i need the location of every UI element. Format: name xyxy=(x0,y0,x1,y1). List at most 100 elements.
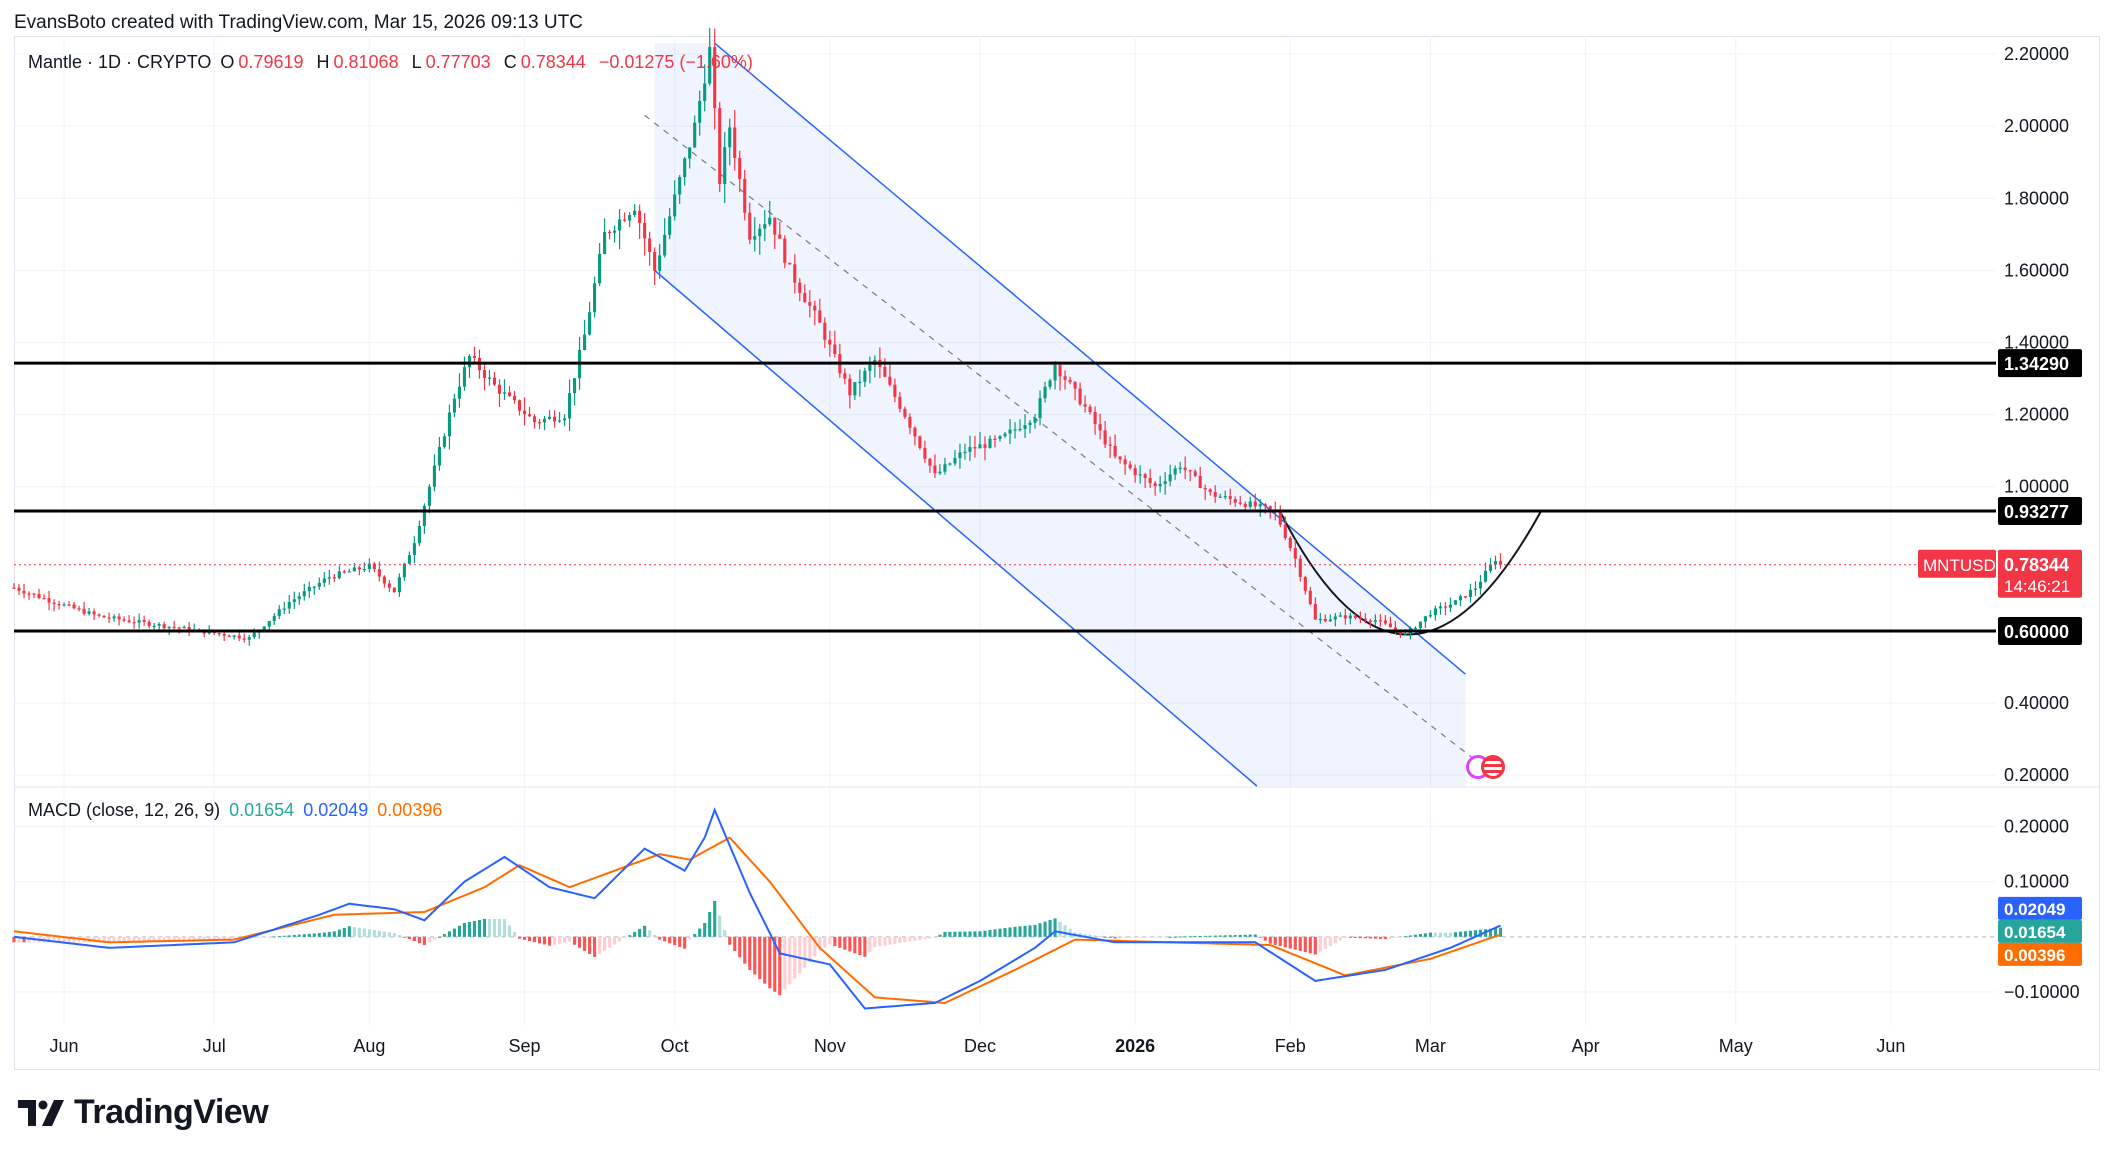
macd-histogram-bar xyxy=(132,936,136,942)
macd-histogram-bar xyxy=(102,936,106,943)
candle-body xyxy=(152,625,156,627)
macd-histogram-bar xyxy=(167,936,171,942)
candle-body xyxy=(12,587,16,589)
macd-title: MACD (close, 12, 26, 9) xyxy=(28,800,221,820)
tradingview-logo[interactable]: TradingView xyxy=(18,1093,269,1132)
macd-histogram-bar xyxy=(1093,935,1097,937)
macd-histogram xyxy=(12,900,1503,996)
chart-frame[interactable] xyxy=(14,36,2100,1070)
macd-histogram-bar xyxy=(913,936,917,941)
macd-histogram-bar xyxy=(337,929,341,937)
candle-body xyxy=(337,571,341,579)
candle-body xyxy=(1333,616,1337,620)
macd-histogram-bar xyxy=(1478,929,1483,937)
macd-histogram-bar xyxy=(1253,934,1257,937)
candle-body xyxy=(537,422,542,424)
horizontal-levels[interactable]: 1.34290 0.93277 0.60000 MNTUSD 0.78344 14:46:… xyxy=(14,349,2082,645)
macd-histogram-bar xyxy=(628,935,632,937)
us-event-flag-icon[interactable] xyxy=(1481,755,1505,779)
macd-histogram-bar xyxy=(67,936,71,943)
candle-body xyxy=(1288,538,1292,549)
candle-body xyxy=(688,147,692,159)
macd-histogram-bar xyxy=(1308,936,1312,954)
candle-body xyxy=(1208,489,1212,493)
macd-histogram-bar xyxy=(593,936,597,958)
macd-histogram-bar xyxy=(187,936,191,941)
macd-histogram-bar xyxy=(1158,936,1162,938)
candle-body xyxy=(1313,604,1317,620)
macd-histogram-bar xyxy=(818,936,822,952)
candle-body xyxy=(482,370,487,378)
candle-body xyxy=(1323,618,1327,622)
macd-histogram-bar xyxy=(823,936,827,948)
axes: 2.20000 2.00000 1.80000 1.60000 1.40000 1.200… xyxy=(50,44,2082,1056)
candle-body xyxy=(628,215,632,221)
macd-histogram-bar xyxy=(232,936,236,940)
macd-histogram-bar xyxy=(643,925,647,937)
candle-body xyxy=(1008,429,1012,434)
level-tag xyxy=(1998,496,2082,525)
descending-channel[interactable] xyxy=(644,42,1542,787)
candle-body xyxy=(487,377,492,379)
candle-body xyxy=(282,608,286,610)
candle-body xyxy=(522,410,527,415)
macd-histogram-bar xyxy=(753,936,757,975)
candle-body xyxy=(1263,504,1267,507)
macd-histogram-bar xyxy=(603,936,607,951)
macd-histogram-bar xyxy=(623,936,627,939)
macd-histogram-bar xyxy=(57,936,61,943)
macd-histogram-bar xyxy=(322,932,326,937)
macd-histogram-bar xyxy=(382,931,386,937)
macd-histogram-bar xyxy=(502,919,507,937)
macd-histogram-bar xyxy=(1458,931,1463,937)
price-grid xyxy=(14,36,2100,1025)
macd-histogram-bar xyxy=(1328,936,1332,947)
macd-histogram-bar xyxy=(342,927,346,937)
candle-body xyxy=(958,452,962,458)
candle-body xyxy=(858,381,862,384)
macd-lines xyxy=(13,807,1501,1010)
macd-legend: MACD (close, 12, 26, 9) 0.01654 0.02049 … xyxy=(28,800,446,821)
macd-histogram-bar xyxy=(1113,936,1117,939)
candle-body xyxy=(788,262,792,265)
candle-body xyxy=(898,396,902,409)
macd-histogram-bar xyxy=(638,928,642,937)
macd-histogram-bar xyxy=(142,936,146,942)
candle-body xyxy=(252,632,256,638)
macd-histogram-bar xyxy=(1443,932,1447,937)
channel-lower-line xyxy=(654,269,1258,787)
candle-body xyxy=(668,216,672,235)
candle-body xyxy=(437,446,441,466)
macd-histogram-bar xyxy=(272,936,276,938)
candle-body xyxy=(1258,504,1262,507)
candle-body xyxy=(232,635,236,637)
macd-histogram-bar xyxy=(743,936,747,964)
candle-body xyxy=(618,219,622,231)
candle-body xyxy=(1383,620,1387,624)
candle-body xyxy=(598,254,602,284)
candle-body xyxy=(267,621,271,627)
macd-histogram-bar xyxy=(197,936,201,941)
macd-histogram-bar xyxy=(1003,928,1007,937)
candle-body xyxy=(563,418,567,421)
macd-histogram-bar xyxy=(47,936,51,943)
macd-histogram-bar xyxy=(828,936,832,945)
candle-body xyxy=(1013,429,1017,431)
macd-histogram-bar xyxy=(297,934,301,937)
candle-body xyxy=(92,611,96,615)
macd-histogram-bar xyxy=(903,936,907,943)
macd-line xyxy=(13,807,1501,1010)
high-value: 0.81068 xyxy=(333,52,399,72)
macd-tick-label: −0.10000 xyxy=(2004,982,2080,1002)
candle-body xyxy=(1458,596,1463,601)
candle-body xyxy=(1413,627,1417,630)
candle-body xyxy=(1488,564,1493,571)
macd-histogram-bar xyxy=(583,936,587,951)
macd-histogram-bar xyxy=(122,936,126,942)
candle-body xyxy=(708,47,712,84)
candle-body xyxy=(127,620,131,623)
macd-histogram-bar xyxy=(477,919,482,937)
macd-histogram-bar xyxy=(1013,926,1017,937)
candle-body xyxy=(167,626,171,629)
